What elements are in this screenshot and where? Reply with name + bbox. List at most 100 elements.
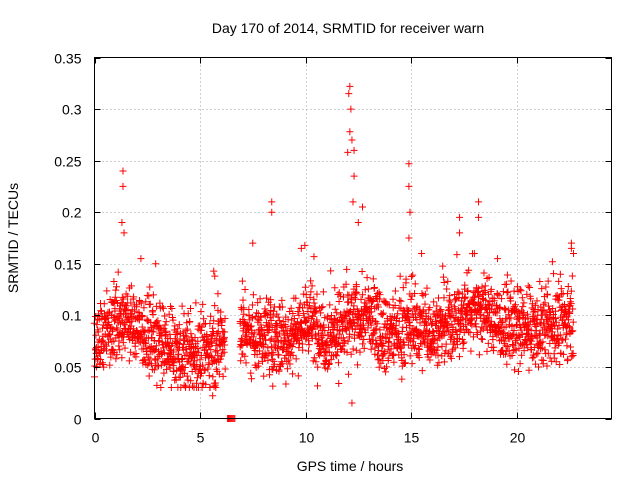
x-axis-label: GPS time / hours [297, 458, 404, 474]
data-point [305, 302, 313, 310]
data-point [175, 321, 183, 329]
data-point [211, 356, 219, 364]
data-point [123, 329, 131, 337]
data-point [138, 312, 146, 320]
data-point [525, 366, 533, 374]
data-point [490, 297, 498, 305]
data-point [292, 294, 300, 302]
data-point [540, 307, 548, 315]
data-point [199, 300, 207, 308]
data-point [538, 356, 546, 364]
data-point [212, 384, 220, 392]
data-point [473, 314, 481, 322]
data-point [175, 350, 183, 358]
data-point [384, 346, 392, 354]
data-point [325, 348, 333, 356]
data-point [253, 309, 261, 317]
data-point [164, 338, 172, 346]
data-point [100, 363, 108, 371]
y-tick-label: 0.25 [54, 154, 81, 170]
data-point [545, 302, 553, 310]
data-point [275, 351, 283, 359]
data-point [433, 302, 441, 310]
data-point [424, 333, 432, 341]
data-point [317, 309, 325, 317]
data-point [481, 318, 489, 326]
data-point [527, 340, 535, 348]
data-point [490, 347, 498, 355]
data-point [544, 277, 552, 285]
data-point [346, 82, 354, 90]
data-point [567, 298, 575, 306]
data-point [113, 283, 121, 291]
data-point [475, 198, 483, 206]
data-point [397, 345, 405, 353]
data-point [564, 290, 572, 298]
data-point [511, 366, 519, 374]
data-point [286, 360, 294, 368]
data-point [145, 292, 153, 300]
data-point [485, 273, 493, 281]
points-layer [90, 82, 578, 422]
data-point [514, 308, 522, 316]
data-point [475, 351, 483, 359]
data-point [433, 319, 441, 327]
data-point [326, 301, 334, 309]
data-point [379, 311, 387, 319]
data-point [257, 313, 265, 321]
data-point [521, 319, 529, 327]
data-point [477, 335, 485, 343]
data-point [510, 327, 518, 335]
data-point [482, 296, 490, 304]
data-point [295, 339, 303, 347]
data-point [339, 293, 347, 301]
data-point [141, 356, 149, 364]
data-point [237, 357, 245, 365]
data-point [520, 347, 528, 355]
data-point [487, 285, 495, 293]
data-point [250, 329, 258, 337]
data-point [459, 340, 467, 348]
data-point [353, 289, 361, 297]
data-point [217, 308, 225, 316]
data-point [148, 360, 156, 368]
data-point [552, 358, 560, 366]
data-point [299, 346, 307, 354]
data-point [406, 208, 414, 216]
data-point [563, 342, 571, 350]
data-point [519, 303, 527, 311]
data-point [370, 296, 378, 304]
data-point [299, 309, 307, 317]
data-point [374, 356, 382, 364]
data-point [561, 300, 569, 308]
data-point [137, 332, 145, 340]
data-point [180, 340, 188, 348]
data-point [216, 332, 224, 340]
data-point [551, 315, 559, 323]
data-point [426, 304, 434, 312]
data-point [533, 297, 541, 305]
data-point [208, 339, 216, 347]
plot-frame [94, 57, 612, 419]
data-point [264, 344, 272, 352]
data-point [413, 316, 421, 324]
data-point [440, 358, 448, 366]
data-point [166, 342, 174, 350]
data-point [282, 323, 290, 331]
data-point [523, 341, 531, 349]
data-point [106, 361, 114, 369]
data-point [429, 340, 437, 348]
data-point [520, 299, 528, 307]
data-point [284, 365, 292, 373]
data-point [253, 351, 261, 359]
data-point [391, 302, 399, 310]
data-point [398, 327, 406, 335]
data-point [567, 244, 575, 252]
data-point [190, 361, 198, 369]
data-point [103, 287, 111, 295]
data-point [256, 295, 264, 303]
data-point [473, 331, 481, 339]
data-point [485, 301, 493, 309]
data-point [498, 295, 506, 303]
data-point [554, 335, 562, 343]
